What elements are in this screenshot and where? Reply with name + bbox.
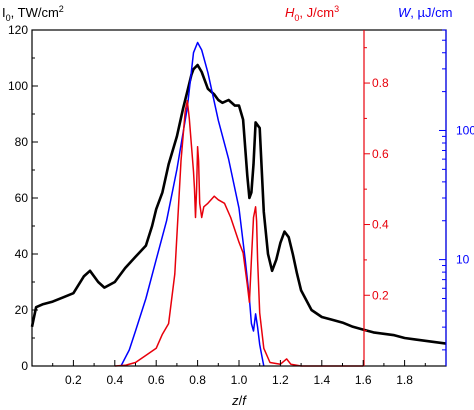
red-axis-label-rest: , J/cm bbox=[299, 5, 334, 20]
blue-axis-label-rest: , µJ/cm bbox=[410, 5, 452, 20]
left-axis-label-sup: 2 bbox=[59, 4, 64, 14]
left-tick-label: 20 bbox=[15, 303, 29, 317]
x-axis-label-main: z bbox=[231, 393, 239, 408]
fluence-line bbox=[114, 99, 364, 367]
left-axis-label: I0, TW/cm2 bbox=[2, 4, 64, 23]
x-tick-label: 1.0 bbox=[231, 373, 248, 387]
left-axis-label-sub: 0 bbox=[6, 13, 11, 23]
x-tick-label: 0.2 bbox=[65, 373, 82, 387]
red-tick-label: 0.6 bbox=[372, 147, 389, 161]
x-tick-label: 0.4 bbox=[106, 373, 123, 387]
red-tick-label: 0.8 bbox=[372, 76, 389, 90]
x-tick-label: 0.6 bbox=[148, 373, 165, 387]
red-tick-label: 0.2 bbox=[372, 288, 389, 302]
blue-axis-label: W, µJ/cm bbox=[398, 5, 452, 20]
red-axis-label-sub: 0 bbox=[294, 13, 299, 23]
x-axis-label: z/f bbox=[231, 393, 247, 408]
ticks-layer: 0.2 0.4 0.6 0.8 1.0 1.2 1.4 1.6 1.8 0 20 40 60 80 100 1… bbox=[8, 23, 474, 387]
left-tick-label: 120 bbox=[8, 23, 28, 37]
left-axis-label-main: I bbox=[2, 5, 6, 20]
left-tick-label: 40 bbox=[15, 247, 29, 261]
x-tick-label: 1.6 bbox=[355, 373, 372, 387]
blue-tick-label: 10 bbox=[456, 253, 470, 267]
series-layer bbox=[30, 41, 447, 367]
blue-axis-label-main: W bbox=[398, 5, 412, 20]
x-axis-label-den: f bbox=[242, 393, 247, 408]
left-tick-label: 60 bbox=[15, 191, 29, 205]
left-tick-label: 100 bbox=[8, 79, 28, 93]
x-axis-label-sep: / bbox=[239, 393, 243, 408]
red-axis-label-sup: 3 bbox=[334, 4, 339, 14]
left-tick-label: 0 bbox=[21, 359, 28, 373]
red-axis-label: H0, J/cm3 bbox=[285, 4, 339, 23]
x-tick-label: 0.8 bbox=[189, 373, 206, 387]
energy-line bbox=[120, 41, 265, 367]
x-tick-label: 1.4 bbox=[313, 373, 330, 387]
x-tick-label: 1.2 bbox=[272, 373, 289, 387]
blue-tick-label: 100 bbox=[456, 123, 474, 137]
left-tick-label: 80 bbox=[15, 135, 29, 149]
x-tick-label: 1.8 bbox=[396, 373, 413, 387]
red-tick-label: 0.4 bbox=[372, 218, 389, 232]
left-axis-label-rest: , TW/cm bbox=[11, 5, 59, 20]
red-axis-label-main: H bbox=[285, 5, 295, 20]
intensity-line bbox=[30, 63, 447, 345]
